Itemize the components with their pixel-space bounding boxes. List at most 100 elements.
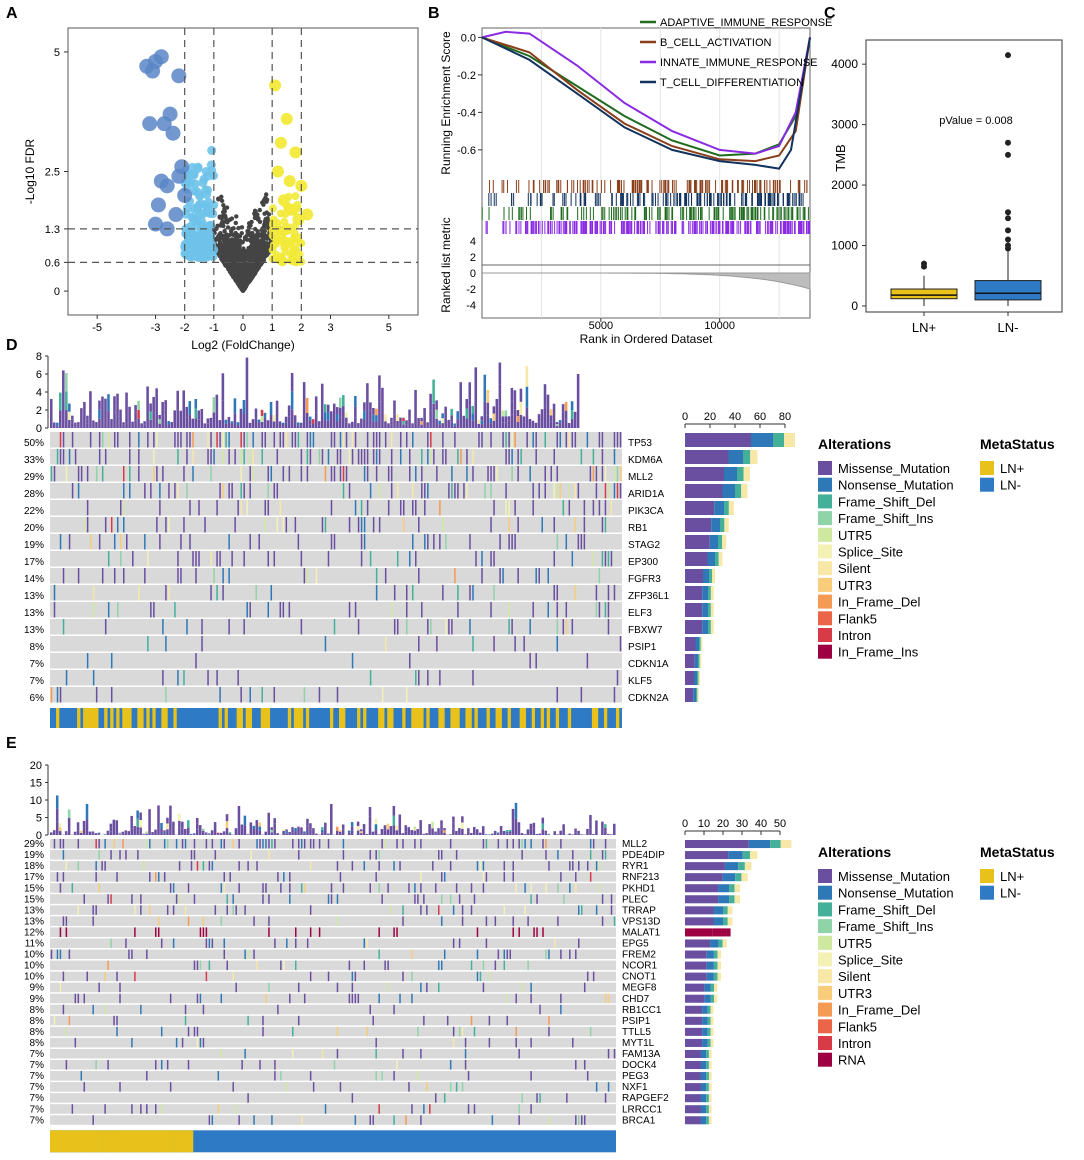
tmb-bar — [537, 421, 541, 428]
tmb-bar — [131, 421, 134, 428]
mutation-cell — [505, 500, 507, 516]
mutation-cell — [467, 1071, 470, 1081]
mutation-cell — [62, 916, 65, 926]
mutation-cell — [65, 1060, 68, 1070]
mutation-cell — [393, 927, 395, 937]
up-highlight-point — [274, 136, 287, 149]
mutation-cell — [144, 483, 146, 499]
tmb-bar — [537, 414, 541, 422]
mutation-cell — [116, 1015, 118, 1026]
mutation-cell — [589, 466, 592, 482]
tmb-bar — [187, 820, 190, 828]
tmb-bar — [480, 420, 484, 425]
tmb-bar — [178, 820, 181, 828]
mutation-cell — [613, 1048, 616, 1059]
mutation-cell — [586, 971, 589, 982]
tmb-bar — [83, 401, 86, 415]
mutation-cell — [303, 839, 306, 849]
gene-count-bar — [702, 1016, 708, 1025]
meta-cell-lnpos — [266, 708, 271, 728]
mutation-cell — [153, 602, 155, 618]
mutation-cell — [445, 619, 447, 635]
tmb-bar — [363, 410, 366, 420]
mutation-cell — [592, 500, 595, 516]
mutation-cell — [205, 927, 208, 937]
tmb-bar — [204, 832, 208, 834]
tmb-bar — [408, 409, 411, 419]
mutation-cell — [604, 517, 607, 533]
mutation-cell — [493, 500, 495, 516]
tmb-bar — [77, 426, 80, 428]
y-tick-label: -0.4 — [457, 107, 476, 119]
mutation-cell — [457, 449, 459, 465]
tmb-bar — [486, 389, 490, 403]
mutation-cell — [140, 894, 142, 904]
tmb-bar — [58, 823, 62, 828]
tmb-bar — [68, 403, 71, 412]
mutation-cell — [565, 619, 568, 635]
mutation-cell — [177, 568, 179, 584]
gene-count-bar — [706, 1061, 709, 1070]
gene-count-bar — [700, 1072, 707, 1081]
mutation-cell — [193, 850, 196, 860]
meta-legend-swatch — [980, 885, 994, 900]
mutation-cell — [493, 636, 495, 652]
mutation-cell — [149, 905, 151, 915]
mutation-cell — [125, 938, 127, 948]
tmb-bar — [76, 830, 80, 835]
mutation-cell — [162, 619, 164, 635]
meta-legend-swatch — [980, 869, 994, 883]
mutation-cell — [222, 432, 224, 448]
tmb-bar — [564, 410, 568, 420]
tmb-bar — [121, 831, 125, 834]
mutation-cell — [494, 960, 497, 971]
tmb-bar — [350, 826, 354, 831]
mutation-cell — [442, 432, 444, 448]
legend-title: Alterations — [818, 436, 891, 452]
tmb-bar — [392, 825, 396, 835]
gene-count-bar — [685, 862, 725, 871]
mutation-cell — [189, 534, 191, 550]
meta-cell-lnpos — [245, 708, 249, 728]
tmb-bar — [195, 823, 199, 830]
mutation-cell — [68, 449, 71, 465]
tmb-bar — [201, 830, 205, 833]
mutation-cell — [205, 839, 208, 849]
gene-count-bar — [770, 840, 781, 849]
tmb-bar — [363, 419, 366, 428]
mutation-cell — [223, 938, 226, 948]
mutation-cell — [562, 500, 565, 516]
legend-swatch — [818, 1052, 832, 1067]
tmb-bar — [345, 417, 348, 423]
mutation-cell — [65, 670, 68, 686]
mutation-cell — [95, 466, 98, 482]
meta-cell-lnpos — [468, 708, 472, 728]
tmb-bar — [285, 831, 288, 834]
tmb-bar — [148, 809, 151, 835]
mutation-cell — [494, 916, 497, 926]
tmb-bar — [139, 827, 142, 835]
outlier-point — [1005, 242, 1011, 249]
ns-point — [261, 255, 266, 260]
mutation-cell — [595, 585, 598, 601]
ns-point — [235, 241, 241, 246]
mutation-cell — [62, 568, 65, 584]
ns-point — [260, 200, 265, 205]
gene-count-bar — [685, 688, 694, 702]
mutation-cell — [530, 1104, 532, 1114]
tmb-bar — [426, 425, 429, 428]
gene-count-bar — [722, 939, 727, 948]
legend-label: Frame_Shift_Ins — [838, 511, 934, 526]
mutation-cell — [249, 602, 251, 618]
mutation-cell — [119, 551, 122, 567]
meta-cell-lnpos — [390, 708, 394, 728]
mutation-cell — [592, 839, 595, 849]
mutation-cell — [402, 1048, 404, 1059]
mutation-cell — [586, 1071, 589, 1081]
gene-count-bar — [702, 1027, 708, 1036]
mutation-cell — [336, 1026, 339, 1037]
mutation-cell — [113, 1015, 115, 1026]
gene-percent-label: 8% — [30, 1038, 45, 1049]
mutation-cell — [309, 927, 312, 937]
gene-percent-label: 9% — [30, 994, 45, 1005]
